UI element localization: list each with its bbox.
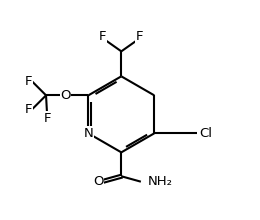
Text: F: F: [25, 75, 32, 88]
Text: F: F: [43, 112, 51, 125]
Text: F: F: [136, 30, 144, 43]
Text: O: O: [60, 89, 71, 102]
Text: O: O: [93, 175, 104, 188]
Text: NH₂: NH₂: [147, 175, 172, 188]
Text: F: F: [99, 30, 107, 43]
Text: Cl: Cl: [199, 127, 212, 140]
Text: N: N: [83, 127, 93, 140]
Text: F: F: [25, 103, 32, 116]
